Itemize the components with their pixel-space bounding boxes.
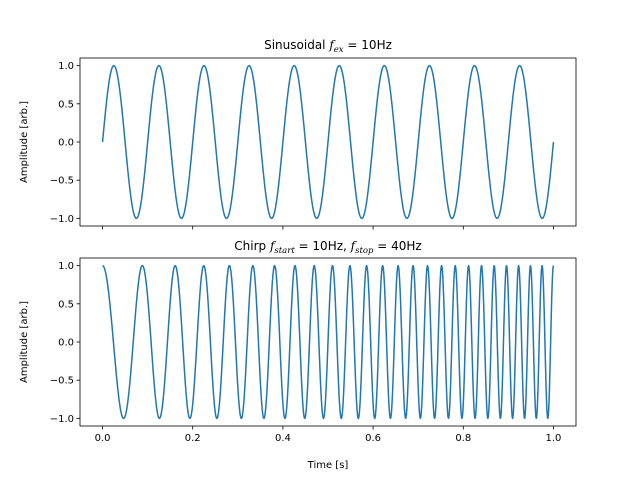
y-tick-label: −1.0 (50, 414, 74, 425)
y-tick-label: 0.0 (58, 338, 74, 349)
plot-frame (79, 257, 577, 427)
x-tick-label: 0.8 (455, 433, 471, 444)
x-axis-label: Time [s] (307, 460, 349, 471)
y-axis-label: Amplitude [arb.] (19, 101, 30, 183)
x-tick-label: 0.0 (95, 433, 111, 444)
y-tick-label: 0.5 (58, 299, 74, 310)
y-tick-label: −1.0 (50, 214, 74, 225)
sine-series-line (101, 64, 555, 220)
y-tick-label: −0.5 (50, 176, 74, 187)
subplot-title-chirp: Chirp fstart = 10Hz, fstop = 40Hz (234, 239, 421, 256)
subplot-sinusoidal: Sinusoidal fex = 10Hz 1.00.50.0−0.5−1.0 … (19, 38, 577, 230)
subplot-chirp: Chirp fstart = 10Hz, fstop = 40Hz 1.0 0.5… (19, 239, 577, 471)
x-tick-label: 0.4 (275, 433, 291, 444)
x-tick-labels: 0.0 0.2 0.4 0.6 0.8 1.0 (95, 426, 562, 444)
x-ticks (102, 226, 554, 230)
plot-frame (79, 57, 577, 227)
y-tick-labels: 1.0 0.5 0.0 −0.5 −1.0 (50, 61, 80, 225)
subplot-title-sinusoidal: Sinusoidal fex = 10Hz (264, 38, 392, 55)
x-tick-label: 0.2 (185, 433, 201, 444)
y-tick-label: 1.0 (58, 261, 74, 272)
y-axis-label: Amplitude [arb.] (19, 301, 30, 383)
y-tick-label: 0.5 (58, 99, 74, 110)
chirp-series-line (102, 264, 555, 420)
x-tick-label: 0.6 (365, 433, 381, 444)
y-tick-label: −0.5 (50, 376, 74, 387)
y-tick-labels: 1.0 0.5 0.0 −0.5 −1.0 (50, 261, 80, 425)
x-tick-label: 1.0 (546, 433, 562, 444)
y-tick-label: 0.0 (58, 138, 74, 149)
y-tick-label: 1.0 (58, 61, 74, 72)
